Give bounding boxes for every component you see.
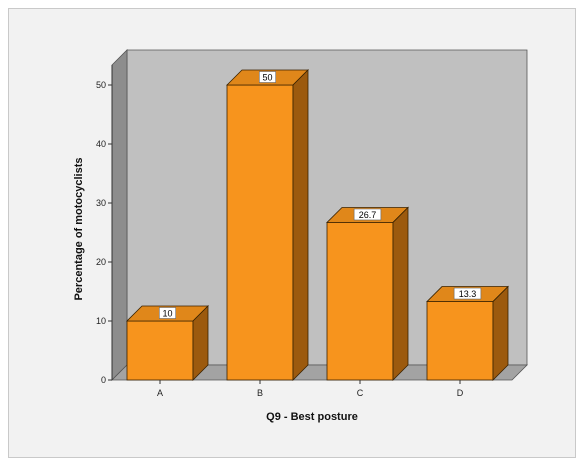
side-wall (111, 49, 128, 381)
bar-side-D (492, 285, 509, 381)
x-tick-label: C (357, 388, 364, 398)
y-axis: 0 10 20 30 40 50 (96, 65, 113, 385)
x-tick-label: D (457, 388, 464, 398)
value-label-box (159, 307, 177, 319)
y-tick-label: 50 (96, 80, 106, 90)
bar-side-C (392, 206, 409, 381)
y-tick-label: 40 (96, 139, 106, 149)
y-tick-label: 30 (96, 198, 106, 208)
x-tick-label: A (157, 388, 163, 398)
y-tick-label: 0 (101, 375, 106, 385)
bar-D (426, 301, 494, 381)
value-label-box (353, 208, 382, 221)
bar-C (326, 222, 394, 381)
x-axis-title: Q9 - Best posture (266, 411, 358, 423)
bar-side-A (192, 305, 209, 381)
y-tick-label: 10 (96, 316, 106, 326)
x-axis: A B C D (157, 380, 464, 398)
value-label: 13.3 (459, 289, 477, 299)
x-tick-label: B (257, 388, 263, 398)
y-axis-title: Percentage of motocyclists (73, 157, 85, 300)
bar-A (126, 320, 194, 381)
value-label: 50 (262, 73, 272, 83)
y-tick-label: 20 (96, 257, 106, 267)
bar-side-B (292, 69, 309, 381)
bars: 10 50 26.7 13.3 (126, 69, 509, 381)
value-label-box (453, 287, 482, 300)
value-label: 26.7 (359, 210, 377, 220)
value-label-box (258, 71, 276, 83)
bar-B (226, 84, 294, 381)
value-label: 10 (162, 309, 172, 319)
